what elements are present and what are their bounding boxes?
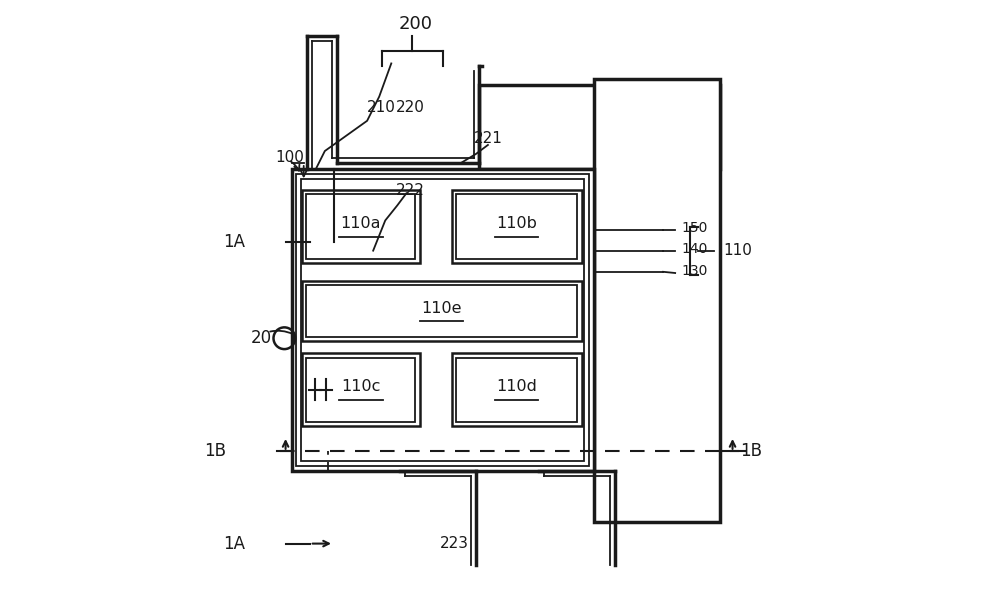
Text: 100: 100 [275,150,304,164]
Text: 1B: 1B [204,442,226,460]
Bar [292,169,594,471]
Bar [456,194,577,259]
Text: 140: 140 [681,242,708,257]
Text: 222: 222 [396,183,425,198]
Bar [306,285,577,337]
Text: 1B: 1B [740,442,762,460]
Text: 220: 220 [396,100,425,115]
Text: 130: 130 [681,263,708,278]
Bar [594,79,720,522]
Text: 110: 110 [723,243,752,258]
Bar [306,194,415,259]
Bar [456,358,577,422]
Text: 110e: 110e [421,301,462,315]
Bar [479,85,720,169]
Text: 1A: 1A [223,535,245,553]
Bar [452,353,582,426]
Text: 200: 200 [398,15,432,33]
Text: 1A: 1A [223,233,245,251]
Bar [452,190,582,263]
Text: 110b: 110b [496,216,537,231]
Text: 223: 223 [440,536,469,551]
Text: 221: 221 [473,132,502,146]
Text: 20: 20 [251,329,272,347]
Text: 210: 210 [367,100,395,115]
Text: 110c: 110c [341,379,380,394]
Bar [302,353,420,426]
Text: 150: 150 [681,221,708,236]
Bar [302,281,582,341]
Text: 110a: 110a [341,216,381,231]
Bar [306,358,415,422]
Bar [302,190,420,263]
Bar [301,179,584,461]
Bar [296,174,589,466]
Text: 110d: 110d [496,379,537,394]
